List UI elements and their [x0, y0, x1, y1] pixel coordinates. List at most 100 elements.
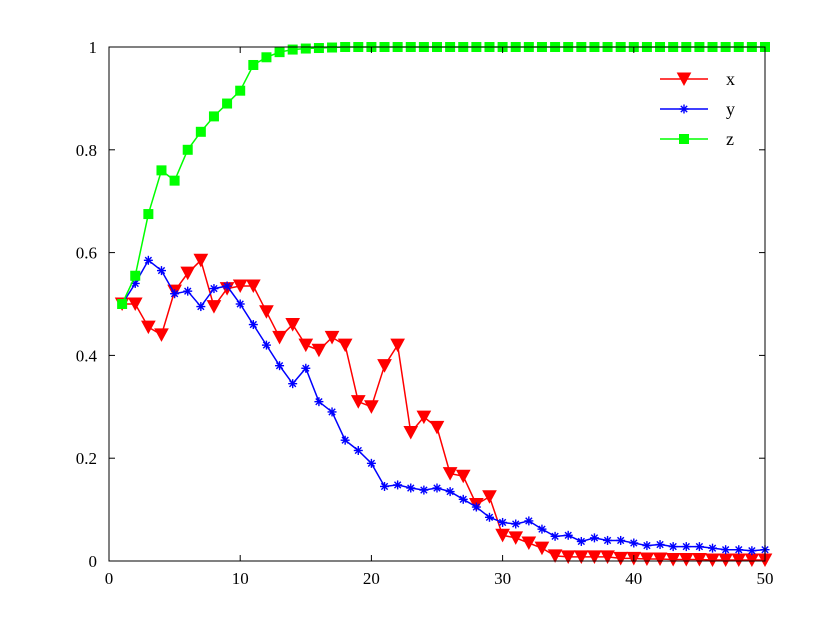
data-point-y — [694, 542, 704, 552]
data-point-z — [222, 98, 233, 109]
data-point-x — [350, 395, 366, 409]
data-point-y — [603, 535, 613, 545]
y-tick-label: 0.8 — [76, 141, 97, 160]
y-tick-label: 0.2 — [76, 449, 97, 468]
y-tick-label: 0 — [89, 552, 98, 571]
x-tick-label: 0 — [105, 569, 114, 588]
data-point-y — [721, 545, 731, 555]
data-point-x — [141, 320, 156, 335]
axis-ticks: 0 10 20 30 40 50 0 0.2 0.4 0.6 0.8 1 — [76, 38, 774, 588]
data-point-y — [484, 512, 494, 522]
data-point-y — [668, 542, 678, 552]
data-point-x — [180, 266, 196, 281]
data-point-y — [589, 533, 599, 543]
data-point-x — [587, 550, 602, 564]
data-point-y — [288, 379, 298, 389]
data-point-y — [576, 536, 586, 546]
data-point-x — [311, 343, 327, 358]
data-point-y — [708, 543, 718, 553]
data-point-y — [222, 281, 232, 291]
data-point-z — [235, 85, 246, 96]
data-point-x — [285, 318, 301, 332]
data-point-y — [419, 485, 429, 495]
data-point-x — [232, 279, 248, 294]
data-point-x — [639, 552, 655, 566]
data-point-y — [340, 435, 350, 445]
data-point-y — [156, 266, 166, 276]
data-point-y — [563, 530, 573, 540]
data-point-y — [629, 538, 639, 548]
data-point-y — [235, 299, 245, 309]
data-point-x — [692, 552, 707, 567]
data-point-y — [261, 340, 271, 350]
x-tick-label: 30 — [494, 569, 511, 588]
legend-item-y: y — [660, 99, 735, 119]
data-point-y — [498, 517, 508, 527]
data-point-x — [127, 297, 143, 312]
legend-marker — [676, 72, 692, 87]
data-point-y — [524, 516, 534, 526]
y-tick-label: 0.6 — [76, 244, 97, 263]
data-point-x — [416, 410, 432, 425]
data-point-y — [196, 302, 206, 312]
y-tick-label: 0.4 — [76, 346, 98, 365]
data-point-z — [143, 209, 154, 220]
data-point-z — [287, 44, 298, 55]
data-point-x — [429, 420, 445, 435]
data-point-x — [560, 550, 576, 564]
data-point-y — [458, 494, 468, 504]
data-point-x — [245, 279, 261, 294]
data-point-y — [275, 361, 285, 371]
data-point-x — [390, 338, 405, 353]
data-point-y — [550, 531, 560, 541]
legend: xyz — [660, 69, 735, 149]
data-point-x — [206, 300, 222, 314]
data-point-z — [261, 52, 272, 63]
data-point-y — [314, 397, 324, 407]
data-point-y — [183, 286, 193, 296]
data-point-x — [442, 467, 458, 481]
data-point-x — [665, 552, 681, 567]
legend-item-x: x — [660, 69, 735, 89]
data-point-x — [573, 550, 589, 564]
data-point-y — [616, 535, 626, 545]
data-point-z — [300, 43, 311, 54]
data-point-y — [681, 542, 691, 552]
data-point-x — [337, 338, 353, 353]
data-point-x — [298, 338, 314, 353]
data-point-y — [511, 519, 521, 529]
x-tick-label: 20 — [363, 569, 380, 588]
legend-item-z: z — [660, 129, 734, 149]
series-y — [117, 255, 770, 556]
data-point-y — [406, 483, 416, 493]
data-point-x — [547, 549, 563, 563]
data-point-x — [678, 552, 694, 567]
data-point-y — [642, 541, 652, 551]
x-tick-label: 50 — [757, 569, 774, 588]
data-point-x — [705, 553, 720, 568]
data-point-x — [154, 328, 169, 342]
data-point-z — [248, 59, 259, 70]
data-point-y — [471, 502, 481, 512]
data-point-y — [248, 320, 258, 330]
data-point-y — [143, 255, 153, 265]
data-point-y — [393, 480, 403, 490]
data-point-x — [652, 552, 668, 566]
legend-marker — [679, 134, 689, 144]
data-point-y — [655, 540, 665, 550]
data-point-x — [377, 359, 392, 373]
data-point-y — [170, 289, 180, 299]
data-point-x — [403, 426, 419, 440]
legend-label: y — [726, 99, 735, 119]
legend-label: x — [726, 69, 735, 89]
data-point-z — [313, 43, 324, 54]
data-point-y — [353, 445, 363, 455]
data-point-x — [364, 400, 379, 414]
data-point-z — [156, 165, 167, 176]
data-point-x — [324, 330, 340, 345]
legend-marker — [679, 104, 689, 114]
data-point-x — [600, 550, 615, 564]
data-point-z — [117, 299, 128, 309]
plot-frame — [108, 46, 766, 562]
